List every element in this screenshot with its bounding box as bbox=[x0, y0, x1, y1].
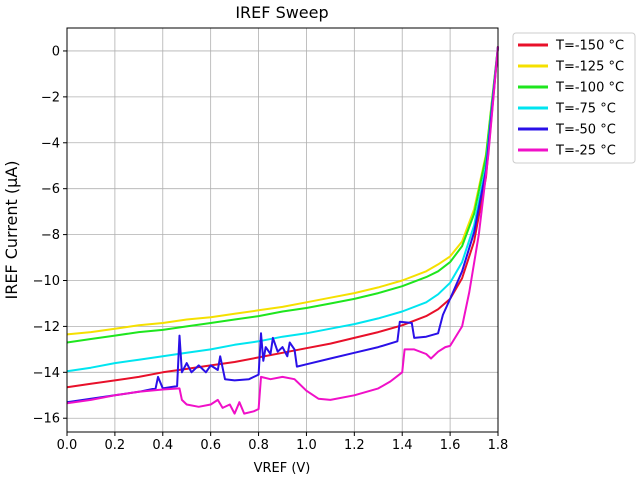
y-axis-label: IREF Current (µA) bbox=[2, 160, 21, 299]
legend: T=-150 °C T=-125 °C T=-100 °C T=-75 °C T=-50… bbox=[512, 32, 636, 164]
series-line-3 bbox=[66, 46, 499, 344]
x-axis-ticks: 0.0 0.2 0.4 0.6 0.8 1.0 1.2 1.4 1.6 1.8 bbox=[57, 432, 509, 453]
plot-frame bbox=[66, 27, 499, 433]
series-layer bbox=[66, 46, 499, 415]
y-tick-label: −2 bbox=[41, 90, 60, 105]
legend-label-1: T=-150 °C bbox=[555, 39, 624, 54]
x-tick-label: 1.2 bbox=[344, 438, 365, 453]
grid bbox=[66, 28, 499, 432]
legend-label-3: T=-100 °C bbox=[555, 81, 624, 96]
y-tick-label: 0 bbox=[52, 44, 60, 59]
series-line-1 bbox=[66, 46, 499, 389]
legend-label-4: T=-75 °C bbox=[555, 102, 616, 117]
x-tick-label: 1.0 bbox=[296, 438, 317, 453]
y-tick-label: −10 bbox=[33, 274, 60, 289]
series-line-5 bbox=[66, 46, 499, 404]
y-tick-label: −8 bbox=[41, 228, 60, 243]
chart-title: IREF Sweep bbox=[235, 3, 328, 22]
x-tick-label: 0.8 bbox=[248, 438, 269, 453]
legend-label-2: T=-125 °C bbox=[555, 60, 624, 75]
legend-label-5: T=-50 °C bbox=[555, 123, 616, 138]
x-tick-label: 0.6 bbox=[200, 438, 221, 453]
y-tick-label: −12 bbox=[33, 320, 60, 335]
y-tick-label: −4 bbox=[41, 136, 60, 151]
series-line-4 bbox=[66, 46, 499, 373]
series-line-6 bbox=[66, 46, 499, 415]
series-line-2 bbox=[66, 46, 499, 336]
x-tick-label: 1.4 bbox=[392, 438, 413, 453]
y-tick-label: −16 bbox=[33, 412, 60, 427]
y-axis-ticks: 0 −2 −4 −6 −8 −10 −12 −14 −16 bbox=[33, 44, 67, 427]
x-tick-label: 0.4 bbox=[152, 438, 173, 453]
y-tick-label: −14 bbox=[33, 366, 60, 381]
x-tick-label: 1.6 bbox=[440, 438, 461, 453]
x-tick-label: 0.2 bbox=[105, 438, 126, 453]
x-axis-label: VREF (V) bbox=[254, 461, 311, 476]
x-tick-label: 0.0 bbox=[57, 438, 78, 453]
y-tick-label: −6 bbox=[41, 182, 60, 197]
x-tick-label: 1.8 bbox=[488, 438, 509, 453]
legend-label-6: T=-25 °C bbox=[555, 144, 616, 159]
